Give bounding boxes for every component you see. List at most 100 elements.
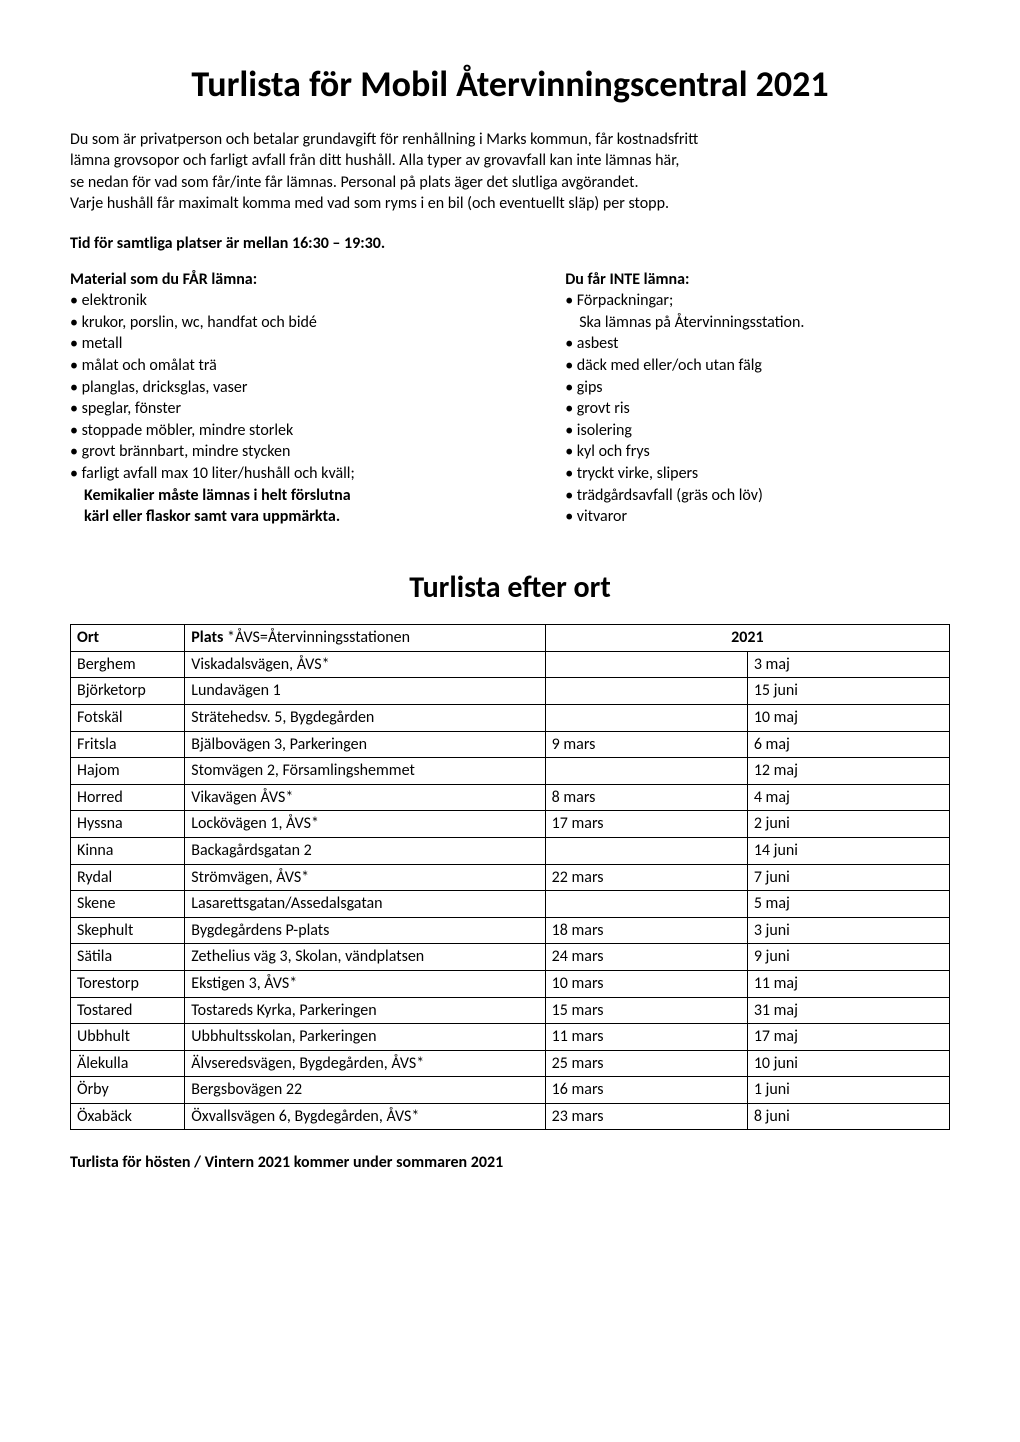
cell-ort: Fotskäl (71, 704, 185, 731)
not-allowed-column: Du får INTE lämna: • Förpackningar; Ska … (565, 269, 950, 528)
time-line: Tid för samtliga platser är mellan 16:30… (70, 233, 950, 255)
allowed-item: • speglar, fönster (70, 398, 545, 420)
cell-d2: 31 maj (747, 997, 949, 1024)
cell-d2: 10 maj (747, 704, 949, 731)
cell-d2: 7 juni (747, 864, 949, 891)
intro-line: Varje hushåll får maximalt komma med vad… (70, 193, 950, 215)
not-allowed-heading: Du får INTE lämna: (565, 269, 950, 291)
cell-plats: Bygdegårdens P-plats (185, 917, 545, 944)
cell-plats: Ekstigen 3, ÅVS* (185, 970, 545, 997)
allowed-list: • elektronik • krukor, porslin, wc, hand… (70, 290, 545, 528)
not-allowed-list: • Förpackningar; Ska lämnas på Återvinni… (565, 290, 950, 528)
cell-d1: 24 mars (545, 944, 747, 971)
cell-ort: Ubbhult (71, 1024, 185, 1051)
cell-ort: Älekulla (71, 1050, 185, 1077)
material-columns: Material som du FÅR lämna: • elektronik … (70, 269, 950, 528)
table-row: RydalStrömvägen, ÅVS*22 mars7 juni (71, 864, 950, 891)
cell-d2: 4 maj (747, 784, 949, 811)
cell-d1: 18 mars (545, 917, 747, 944)
cell-ort: Berghem (71, 651, 185, 678)
table-row: SkephultBygdegårdens P-plats18 mars3 jun… (71, 917, 950, 944)
table-row: BjörketorpLundavägen 1 15 juni (71, 678, 950, 705)
cell-plats: Lundavägen 1 (185, 678, 545, 705)
table-row: ÖrbyBergsbovägen 2216 mars1 juni (71, 1077, 950, 1104)
cell-ort: Torestorp (71, 970, 185, 997)
cell-plats: Strätehedsv. 5, Bygdegården (185, 704, 545, 731)
allowed-item: • planglas, dricksglas, vaser (70, 377, 545, 399)
cell-d2: 14 juni (747, 837, 949, 864)
table-row: FritslaBjälbovägen 3, Parkeringen9 mars6… (71, 731, 950, 758)
footer-note: Turlista för hösten / Vintern 2021 komme… (70, 1152, 950, 1174)
schedule-table: Ort Plats *ÅVS=Återvinningsstationen 202… (70, 624, 950, 1130)
cell-d1: 16 mars (545, 1077, 747, 1104)
allowed-item: • elektronik (70, 290, 545, 312)
allowed-hazardous-line1: • farligt avfall max 10 liter/hushåll oc… (70, 464, 355, 483)
not-allowed-item: • vitvaror (565, 506, 950, 528)
allowed-column: Material som du FÅR lämna: • elektronik … (70, 269, 545, 528)
table-row: TorestorpEkstigen 3, ÅVS*10 mars11 maj (71, 970, 950, 997)
allowed-item: • målat och omålat trä (70, 355, 545, 377)
cell-plats: Lasarettsgatan/Assedalsgatan (185, 891, 545, 918)
cell-d1 (545, 678, 747, 705)
table-row: BerghemViskadalsvägen, ÅVS*3 maj (71, 651, 950, 678)
cell-ort: Hajom (71, 758, 185, 785)
not-allowed-item: • kyl och frys (565, 441, 950, 463)
allowed-hazardous-bold1: Kemikalier måste lämnas i helt förslutna (70, 485, 545, 507)
cell-ort: Horred (71, 784, 185, 811)
not-allowed-item: • trädgårdsavfall (gräs och löv) (565, 485, 950, 507)
cell-d1: 25 mars (545, 1050, 747, 1077)
cell-d2: 12 maj (747, 758, 949, 785)
th-plats-label: Plats (191, 628, 223, 647)
allowed-item: • metall (70, 333, 545, 355)
cell-plats: Lockövägen 1, ÅVS* (185, 811, 545, 838)
cell-ort: Fritsla (71, 731, 185, 758)
not-allowed-item: • däck med eller/och utan fälg (565, 355, 950, 377)
cell-plats: Ubbhultsskolan, Parkeringen (185, 1024, 545, 1051)
cell-d2: 15 juni (747, 678, 949, 705)
allowed-heading: Material som du FÅR lämna: (70, 269, 545, 291)
cell-ort: Björketorp (71, 678, 185, 705)
table-body: BerghemViskadalsvägen, ÅVS*3 majBjörketo… (71, 651, 950, 1130)
table-row: HorredVikavägen ÅVS*8 mars4 maj (71, 784, 950, 811)
table-header-row: Ort Plats *ÅVS=Återvinningsstationen 202… (71, 625, 950, 652)
cell-d2: 1 juni (747, 1077, 949, 1104)
th-plats-note: *ÅVS=Återvinningsstationen (223, 628, 410, 647)
cell-plats: Bergsbovägen 22 (185, 1077, 545, 1104)
table-row: UbbhultUbbhultsskolan, Parkeringen11 mar… (71, 1024, 950, 1051)
cell-d1: 15 mars (545, 997, 747, 1024)
cell-plats: Viskadalsvägen, ÅVS* (185, 651, 545, 678)
cell-plats: Älvseredsvägen, Bygdegården, ÅVS* (185, 1050, 545, 1077)
not-allowed-item: • grovt ris (565, 398, 950, 420)
table-row: FotskälSträtehedsv. 5, Bygdegården 10 maj (71, 704, 950, 731)
cell-d1: 9 mars (545, 731, 747, 758)
not-allowed-item: • gips (565, 377, 950, 399)
not-allowed-packaging-sub: Ska lämnas på Återvinningsstation. (565, 312, 950, 334)
table-row: ÄlekullaÄlvseredsvägen, Bygdegården, ÅVS… (71, 1050, 950, 1077)
not-allowed-item-packaging: • Förpackningar; Ska lämnas på Återvinni… (565, 290, 950, 333)
allowed-hazardous-bold2: kärl eller flaskor samt vara uppmärkta. (70, 506, 545, 528)
cell-d1 (545, 891, 747, 918)
cell-ort: Sätila (71, 944, 185, 971)
cell-ort: Öxabäck (71, 1103, 185, 1130)
cell-ort: Tostared (71, 997, 185, 1024)
cell-ort: Hyssna (71, 811, 185, 838)
not-allowed-item: • tryckt virke, slipers (565, 463, 950, 485)
cell-ort: Rydal (71, 864, 185, 891)
cell-d2: 10 juni (747, 1050, 949, 1077)
cell-d1: 11 mars (545, 1024, 747, 1051)
cell-d1: 23 mars (545, 1103, 747, 1130)
cell-ort: Skephult (71, 917, 185, 944)
intro-paragraph: Du som är privatperson och betalar grund… (70, 129, 950, 215)
intro-line: se nedan för vad som får/inte får lämnas… (70, 172, 950, 194)
cell-d2: 11 maj (747, 970, 949, 997)
cell-d2: 8 juni (747, 1103, 949, 1130)
cell-d1: 8 mars (545, 784, 747, 811)
cell-d2: 2 juni (747, 811, 949, 838)
cell-plats: Vikavägen ÅVS* (185, 784, 545, 811)
intro-line: Du som är privatperson och betalar grund… (70, 129, 950, 151)
not-allowed-packaging-line1: • Förpackningar; (565, 291, 673, 310)
cell-d2: 17 maj (747, 1024, 949, 1051)
cell-d2: 9 juni (747, 944, 949, 971)
table-row: SätilaZethelius väg 3, Skolan, vändplats… (71, 944, 950, 971)
allowed-item: • grovt brännbart, mindre stycken (70, 441, 545, 463)
